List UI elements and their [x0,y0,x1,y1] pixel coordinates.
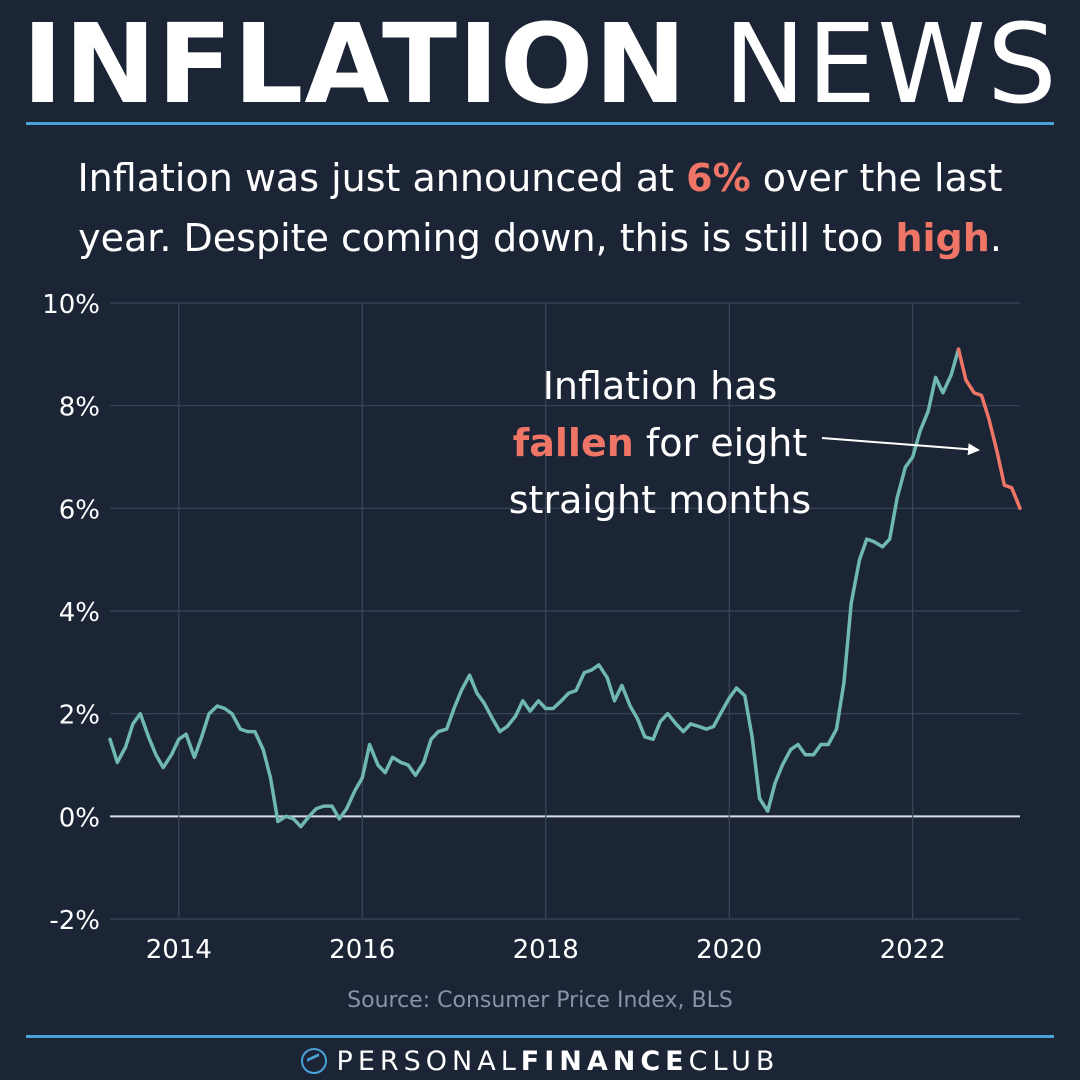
subtitle-text-2: over the last [750,156,1003,200]
inflation-rising-line [108,347,961,829]
x-tick-label: 2018 [513,935,579,965]
y-tick-label: 6% [59,495,100,525]
brand-footer: PERSONAL FINANCE CLUB [0,1044,1080,1078]
top-divider [26,122,1054,125]
y-tick-label: 8% [59,393,100,423]
source-note: Source: Consumer Price Index, BLS [347,988,733,1013]
chart-logo-icon [300,1048,327,1074]
x-tick-label: 2016 [329,935,395,965]
subtitle: Inflation was just announced at 6% over … [40,148,1040,268]
annotation-highlight: fallen [512,421,634,465]
y-tick-label: 2% [59,701,100,731]
subtitle-text-3: year. Despite coming down, this is still… [78,216,896,260]
subtitle-text-4: . [989,216,1002,260]
headline-bold: INFLATION [22,0,688,128]
annotation: Inflation has fallen for eight straight … [490,358,830,529]
inflation-falling-line [956,347,1022,511]
y-tick-label: -2% [49,906,100,936]
subtitle-highlight-1: 6% [686,156,751,200]
y-tick-label: 10% [42,290,100,320]
annotation-line-2: for eight [633,421,808,465]
annotation-line-3: straight months [508,478,812,522]
brand-part-1: PERSONAL [336,1045,521,1077]
headline-light: NEWS [723,0,1058,128]
x-tick-label: 2020 [696,935,762,965]
y-tick-label: 4% [59,598,100,628]
brand-part-2: FINANCE [520,1045,689,1077]
x-tick-label: 2014 [146,935,212,965]
y-tick-label: 0% [59,803,100,833]
subtitle-text-1: Inflation was just announced at [77,156,687,200]
subtitle-highlight-2: high [895,216,990,260]
annotation-line-1: Inflation has [542,364,778,408]
annotation-arrow [821,437,980,456]
headline: INFLATION NEWS [0,4,1080,124]
x-tick-label: 2022 [880,935,946,965]
brand-part-3: CLUB [688,1045,780,1077]
bottom-divider [26,1035,1054,1038]
